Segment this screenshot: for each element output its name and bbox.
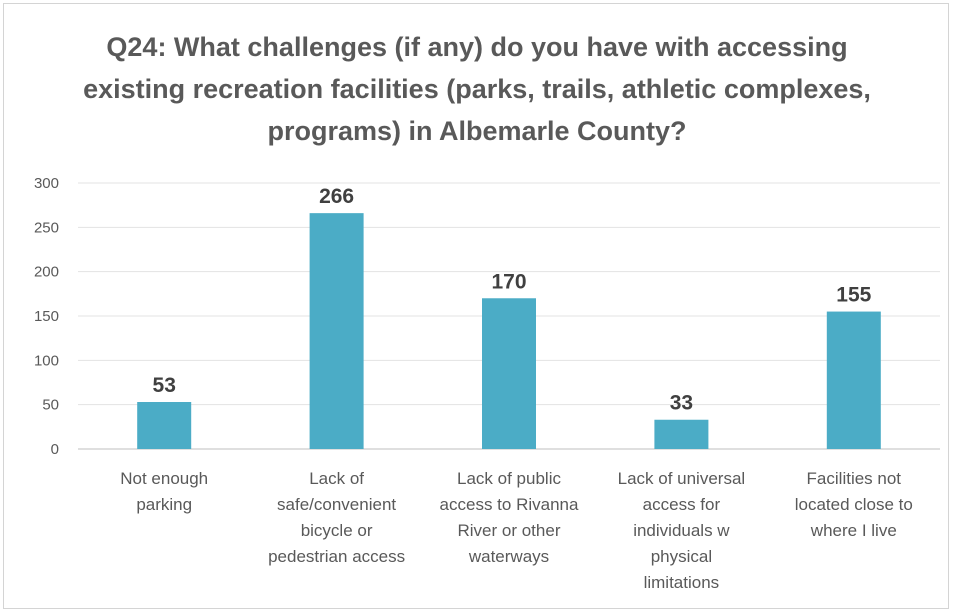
y-tick-label: 250	[34, 219, 59, 236]
category-label: Lack of public access to Rivanna River or …	[440, 469, 579, 566]
data-label: 53	[153, 374, 176, 397]
data-label: 155	[836, 284, 871, 307]
bar	[309, 213, 364, 449]
data-label: 170	[491, 270, 526, 293]
bar	[482, 298, 536, 449]
bar	[654, 419, 709, 449]
bar	[826, 311, 881, 449]
y-tick-label: 300	[34, 175, 59, 192]
x-axis-labels: Not enough parking Lack of safe/convenient b…	[120, 469, 913, 592]
bar	[137, 402, 192, 449]
category-label: Lack of universal access for individuals w…	[618, 469, 746, 592]
chart-frame	[3, 3, 949, 609]
data-labels: 53 266 170 33 155	[153, 185, 872, 415]
chart-title: Q24: What challenges (if any) do you hav…	[83, 32, 871, 146]
y-tick-label: 50	[42, 397, 59, 414]
y-tick-label: 150	[34, 308, 59, 325]
bars	[137, 213, 881, 449]
data-label: 33	[670, 392, 693, 415]
y-axis-ticks: 0 50 100 150 200 250 300	[34, 175, 59, 458]
y-tick-label: 200	[34, 264, 59, 281]
category-label: Facilities not located close to where I li…	[795, 469, 913, 540]
category-label: Not enough parking	[120, 469, 208, 514]
y-tick-label: 0	[51, 441, 59, 458]
y-tick-label: 100	[34, 352, 59, 369]
data-label: 266	[319, 185, 354, 208]
category-label: Lack of safe/convenient bicycle or pedestri…	[268, 469, 405, 566]
